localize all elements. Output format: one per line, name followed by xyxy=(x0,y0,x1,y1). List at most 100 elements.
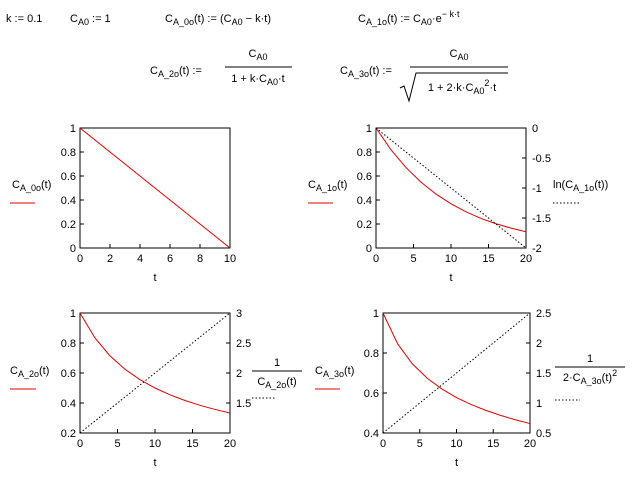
formula-lhs-part: A_2o xyxy=(158,69,179,79)
y2-axis-label: ln(CA_1o(t)) xyxy=(553,179,608,193)
y-tick-label: 1 xyxy=(70,308,76,320)
formula-part: − k·t xyxy=(442,9,460,19)
y-axis-label-part: C xyxy=(12,179,20,191)
y-tick-label: 0.4 xyxy=(357,195,372,207)
y2-axis-label-part: (t)) xyxy=(594,179,608,191)
y-axis-label-part: C xyxy=(315,365,323,377)
formula: CA_0o(t) := (CA0 − k·t) xyxy=(165,13,271,27)
y-tick-label: 0.4 xyxy=(61,195,76,207)
y-axis-label-part: A_2o xyxy=(18,369,39,379)
formula-part: C xyxy=(165,13,173,25)
y-axis-label-part: A_0o xyxy=(20,183,41,193)
y-axis-label-part: (t) xyxy=(39,365,49,377)
formula-denominator-part: 1 + k·C xyxy=(231,73,267,85)
y2-label-denominator-part: (t) xyxy=(286,376,296,388)
y-tick-label: 0.8 xyxy=(357,147,372,159)
y-axis-label: CA_2o(t) xyxy=(10,365,49,379)
formula-part: A0 xyxy=(421,17,432,27)
series-line xyxy=(79,312,231,434)
formula-denominator-part: 2 xyxy=(484,78,489,88)
plot-frame xyxy=(79,127,231,249)
y2-label-denominator-part: 2 xyxy=(612,368,617,378)
y2-tick-label: 2 xyxy=(536,338,542,350)
formula-part: (t) := (C xyxy=(194,13,232,25)
y2-tick-label: -2 xyxy=(532,243,542,255)
y-axis-label-part: (t) xyxy=(344,365,354,377)
y2-label-denominator-part: (t) xyxy=(602,372,612,384)
x-tick-label: 0 xyxy=(380,438,386,450)
formula-lhs-part: A_3o xyxy=(348,69,369,79)
y2-label-denominator: 2·CA_3o(t)2 xyxy=(563,368,617,386)
x-tick-label: 15 xyxy=(482,253,494,265)
formula-part: A_1o xyxy=(366,17,387,27)
formula-denominator-part: 1 + 2·k·C xyxy=(428,82,474,94)
x-tick-label: 15 xyxy=(186,438,198,450)
formula-denominator-part: ·t xyxy=(278,73,285,85)
x-axis-label: t xyxy=(455,457,458,469)
y2-label-numerator: 1 xyxy=(587,353,593,365)
x-tick-label: 8 xyxy=(197,253,203,265)
y-axis-label: CA_0o(t) xyxy=(12,179,51,193)
x-tick-label: 4 xyxy=(137,253,143,265)
series-line xyxy=(79,127,231,249)
y-tick-label: 0.6 xyxy=(357,171,372,183)
y-axis-label-part: (t) xyxy=(41,179,51,191)
formula-numerator-part: C xyxy=(450,48,458,60)
formula-denominator: 1 + k·CA0·t xyxy=(231,73,285,87)
x-axis-label: t xyxy=(153,457,156,469)
formula-lhs: CA_2o(t) := xyxy=(150,65,202,79)
y-axis-label-part: A_1o xyxy=(316,183,337,193)
y2-tick-label: 2.5 xyxy=(236,338,251,350)
formula-part: (t) := C xyxy=(387,13,421,25)
formula-part: A0 xyxy=(232,17,243,27)
radical-sign xyxy=(399,72,508,103)
formula-lhs-part: (t) := xyxy=(179,65,202,77)
y2-tick-label: -0.5 xyxy=(532,153,551,165)
y2-label-denominator-part: A_3o xyxy=(581,376,602,386)
y-axis-label-part: C xyxy=(10,365,18,377)
y2-label-denominator-part: 2·C xyxy=(563,372,581,384)
series-line xyxy=(382,312,531,425)
definition: k := 0.1 xyxy=(6,13,42,25)
y-axis-label-part: (t) xyxy=(337,179,347,191)
y-tick-label: 0 xyxy=(70,243,76,255)
y2-label-denominator-part: A_2o xyxy=(265,380,286,390)
x-tick-label: 15 xyxy=(487,438,499,450)
y-tick-label: 1 xyxy=(366,123,372,135)
y2-label-numerator-part: 1 xyxy=(274,357,280,369)
y2-tick-label: 1.5 xyxy=(236,398,251,410)
y-tick-label: 0.2 xyxy=(61,219,76,231)
formula-lhs-part: C xyxy=(150,65,158,77)
series-line xyxy=(382,312,531,434)
x-tick-label: 2 xyxy=(107,253,113,265)
y2-tick-label: 3 xyxy=(236,308,242,320)
y2-axis-label-part: A_1o xyxy=(573,183,594,193)
y2-tick-label: 1.5 xyxy=(536,368,551,380)
x-tick-label: 10 xyxy=(149,438,161,450)
x-axis-label: t xyxy=(449,272,452,284)
y-axis-label-part: A_3o xyxy=(323,369,344,379)
x-tick-label: 5 xyxy=(410,253,416,265)
formula-denominator-part: ·t xyxy=(489,82,496,94)
series-line xyxy=(79,312,231,414)
formula-denominator-part: A0 xyxy=(473,86,484,96)
formula-denominator-part: A0 xyxy=(267,77,278,87)
definition-part: C xyxy=(70,13,78,25)
y2-tick-label: -1.5 xyxy=(532,213,551,225)
x-tick-label: 5 xyxy=(114,438,120,450)
x-axis-label: t xyxy=(153,272,156,284)
formula-part: A_0o xyxy=(173,17,194,27)
x-tick-label: 0 xyxy=(77,438,83,450)
y2-label-denominator-part: C xyxy=(257,376,265,388)
x-tick-label: 6 xyxy=(167,253,173,265)
formula-lhs: CA_3o(t) := xyxy=(340,65,392,79)
y-tick-label: 0.8 xyxy=(364,348,379,360)
y2-tick-label: 2 xyxy=(236,368,242,380)
formula-lhs-part: C xyxy=(340,65,348,77)
y2-tick-label: 0 xyxy=(532,123,538,135)
formula-part: C xyxy=(358,13,366,25)
formula-denominator: 1 + 2·k·CA02·t xyxy=(428,78,496,96)
definition-part: A0 xyxy=(78,17,89,27)
y2-tick-label: 2.5 xyxy=(536,308,551,320)
